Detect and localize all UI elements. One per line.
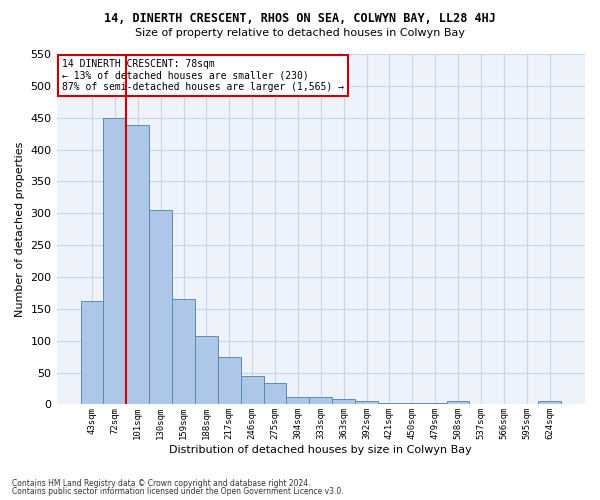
Text: 14, DINERTH CRESCENT, RHOS ON SEA, COLWYN BAY, LL28 4HJ: 14, DINERTH CRESCENT, RHOS ON SEA, COLWY… bbox=[104, 12, 496, 26]
Bar bbox=[172, 300, 195, 405]
Text: Contains HM Land Registry data © Crown copyright and database right 2024.: Contains HM Land Registry data © Crown c… bbox=[12, 478, 311, 488]
Bar bbox=[355, 401, 378, 404]
Bar bbox=[378, 403, 401, 404]
Bar bbox=[424, 403, 446, 404]
Bar bbox=[401, 403, 424, 404]
Bar bbox=[127, 126, 149, 404]
Bar bbox=[446, 401, 469, 404]
Bar bbox=[332, 398, 355, 404]
Bar bbox=[310, 398, 332, 404]
X-axis label: Distribution of detached houses by size in Colwyn Bay: Distribution of detached houses by size … bbox=[169, 445, 472, 455]
Text: Size of property relative to detached houses in Colwyn Bay: Size of property relative to detached ho… bbox=[135, 28, 465, 38]
Bar bbox=[80, 301, 103, 405]
Bar bbox=[241, 376, 263, 404]
Bar bbox=[103, 118, 127, 405]
Bar bbox=[538, 401, 561, 404]
Bar bbox=[263, 384, 286, 404]
Bar bbox=[195, 336, 218, 404]
Y-axis label: Number of detached properties: Number of detached properties bbox=[15, 142, 25, 317]
Text: 14 DINERTH CRESCENT: 78sqm
← 13% of detached houses are smaller (230)
87% of sem: 14 DINERTH CRESCENT: 78sqm ← 13% of deta… bbox=[62, 60, 344, 92]
Bar bbox=[149, 210, 172, 404]
Bar bbox=[218, 358, 241, 405]
Text: Contains public sector information licensed under the Open Government Licence v3: Contains public sector information licen… bbox=[12, 487, 344, 496]
Bar bbox=[286, 398, 310, 404]
